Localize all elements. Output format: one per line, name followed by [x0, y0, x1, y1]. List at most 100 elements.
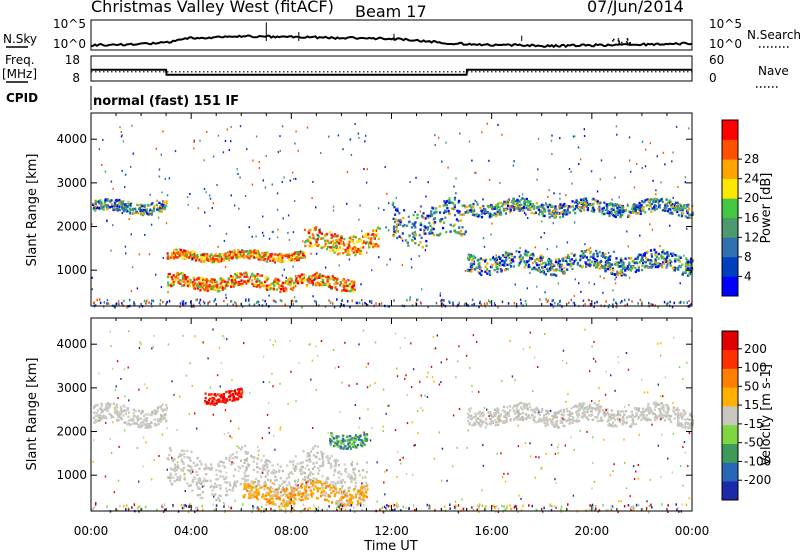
- power-mark: [296, 300, 298, 303]
- vel-mark: [339, 491, 341, 493]
- power-mark: [315, 206, 316, 208]
- power-mark: [494, 302, 496, 305]
- power-mark: [482, 205, 484, 207]
- power-mark: [386, 264, 387, 266]
- nave-label: Nave: [758, 64, 789, 78]
- vel-mark: [337, 435, 339, 437]
- vel-mark: [114, 411, 116, 413]
- power-mark: [680, 301, 682, 304]
- power-mark: [559, 203, 561, 205]
- power-mark: [594, 199, 596, 201]
- power-mark: [204, 281, 206, 283]
- power-mark: [467, 209, 469, 211]
- power-mark: [628, 215, 630, 217]
- noise-left-label: N.Sky: [3, 32, 37, 46]
- power-mark: [587, 259, 589, 261]
- power-mark: [551, 140, 552, 142]
- power-mark: [420, 211, 421, 213]
- power-mark: [361, 230, 362, 232]
- power-mark: [118, 303, 119, 305]
- power-mark: [333, 206, 334, 208]
- power-mark: [194, 141, 195, 143]
- power-mark: [686, 258, 688, 260]
- colorbar-swatch: [722, 140, 738, 160]
- power-mark: [94, 302, 96, 305]
- power-mark: [464, 303, 466, 306]
- vel-mark: [193, 476, 195, 478]
- power-mark: [475, 200, 476, 202]
- power-mark: [293, 282, 295, 284]
- vel-mark: [338, 464, 340, 466]
- power-mark: [237, 168, 238, 170]
- vel-mark: [297, 480, 299, 482]
- power-mark: [261, 274, 263, 276]
- vel-mark: [234, 468, 236, 470]
- power-mark: [556, 268, 558, 270]
- power-mark: [555, 214, 557, 216]
- power-mark: [465, 231, 467, 233]
- vel-mark: [105, 403, 107, 405]
- vel-mark: [305, 486, 307, 488]
- power-mark: [565, 260, 567, 262]
- power-mark: [634, 258, 636, 260]
- power-mark: [130, 166, 131, 168]
- power-mark: [224, 287, 226, 289]
- power-mark: [396, 197, 397, 199]
- power-mark: [340, 240, 342, 242]
- power-mark: [231, 257, 233, 259]
- power-mark: [101, 208, 102, 210]
- power-mark: [107, 299, 108, 301]
- vel-mark: [363, 440, 365, 442]
- power-mark: [612, 290, 613, 292]
- power-mark: [687, 261, 689, 263]
- noise-search-dot: [613, 39, 615, 41]
- power-mark: [354, 123, 355, 125]
- vel-mark: [242, 495, 244, 497]
- power-mark: [186, 254, 188, 256]
- power-mark: [302, 240, 303, 242]
- power-mark: [334, 233, 336, 235]
- power-mark: [584, 243, 585, 245]
- power-mark: [511, 205, 513, 207]
- beam-label: Beam 17: [355, 2, 427, 21]
- vel-mark: [131, 419, 133, 421]
- vel-mark: [199, 460, 201, 462]
- power-mark: [428, 222, 430, 224]
- vel-mark: [245, 451, 247, 453]
- vel-mark: [313, 454, 315, 456]
- power-mark: [304, 279, 306, 281]
- vel-mark: [182, 468, 184, 470]
- power-mark: [427, 228, 429, 230]
- vel-mark: [228, 460, 230, 462]
- vel-mark: [360, 487, 362, 489]
- power-mark: [624, 299, 626, 302]
- power-mark: [628, 257, 630, 259]
- power-mark: [201, 277, 203, 279]
- power-mark: [396, 229, 398, 231]
- power-mark: [649, 262, 651, 264]
- power-mark: [106, 302, 108, 305]
- power-mark: [682, 273, 684, 275]
- power-mark: [95, 205, 97, 207]
- power-mark: [282, 275, 283, 277]
- vel-mark: [233, 485, 235, 487]
- power-mark: [227, 281, 229, 283]
- power-mark: [551, 214, 553, 216]
- power-mark: [523, 210, 525, 212]
- power-mark: [355, 236, 357, 238]
- vel-mark: [315, 481, 317, 483]
- colorbar-swatch: [722, 218, 738, 238]
- power-mark: [402, 264, 403, 266]
- vel-mark: [170, 467, 172, 469]
- power-mark: [101, 164, 102, 166]
- power-mark: [472, 206, 474, 208]
- vel-mark: [317, 490, 319, 492]
- vel-mark: [226, 481, 228, 483]
- power-mark: [680, 282, 681, 284]
- power-mark: [266, 261, 267, 263]
- power-mark: [678, 255, 680, 257]
- power-mark: [634, 262, 636, 264]
- power-mark: [256, 286, 258, 288]
- power-mark: [123, 300, 125, 303]
- power-mark: [289, 281, 291, 283]
